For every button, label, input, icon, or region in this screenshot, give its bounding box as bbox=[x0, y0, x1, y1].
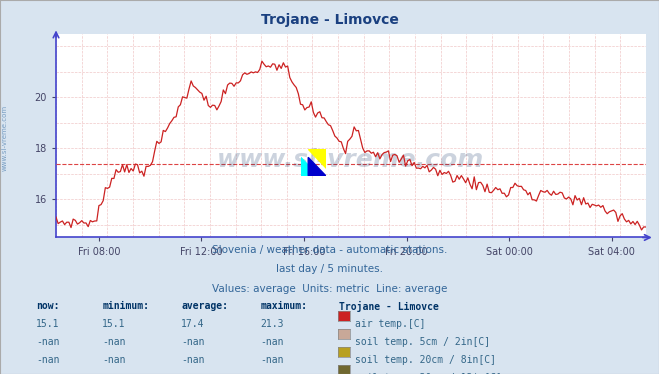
Text: 15.1: 15.1 bbox=[102, 319, 126, 329]
Text: -nan: -nan bbox=[260, 373, 284, 374]
Text: 17.4: 17.4 bbox=[181, 319, 205, 329]
Text: -nan: -nan bbox=[102, 355, 126, 365]
Text: -nan: -nan bbox=[102, 337, 126, 347]
Text: -nan: -nan bbox=[181, 337, 205, 347]
Text: Trojane - Limovce: Trojane - Limovce bbox=[260, 13, 399, 27]
Text: soil temp. 5cm / 2in[C]: soil temp. 5cm / 2in[C] bbox=[355, 337, 490, 347]
Text: Values: average  Units: metric  Line: average: Values: average Units: metric Line: aver… bbox=[212, 284, 447, 294]
Text: 15.1: 15.1 bbox=[36, 319, 60, 329]
Polygon shape bbox=[308, 157, 326, 176]
Text: maximum:: maximum: bbox=[260, 301, 307, 311]
Text: air temp.[C]: air temp.[C] bbox=[355, 319, 426, 329]
Text: -nan: -nan bbox=[181, 355, 205, 365]
Text: -nan: -nan bbox=[260, 355, 284, 365]
Text: Slovenia / weather data - automatic stations.: Slovenia / weather data - automatic stat… bbox=[212, 245, 447, 255]
Text: 21.3: 21.3 bbox=[260, 319, 284, 329]
Text: -nan: -nan bbox=[36, 355, 60, 365]
Text: now:: now: bbox=[36, 301, 60, 311]
Text: -nan: -nan bbox=[36, 373, 60, 374]
Text: -nan: -nan bbox=[36, 337, 60, 347]
Text: -nan: -nan bbox=[102, 373, 126, 374]
Text: soil temp. 30cm / 12in[C]: soil temp. 30cm / 12in[C] bbox=[355, 373, 502, 374]
Text: last day / 5 minutes.: last day / 5 minutes. bbox=[276, 264, 383, 275]
Text: -nan: -nan bbox=[260, 337, 284, 347]
Text: soil temp. 20cm / 8in[C]: soil temp. 20cm / 8in[C] bbox=[355, 355, 496, 365]
Polygon shape bbox=[301, 157, 318, 176]
Text: www.si-vreme.com: www.si-vreme.com bbox=[1, 105, 8, 171]
Text: Trojane - Limovce: Trojane - Limovce bbox=[339, 301, 440, 312]
Text: minimum:: minimum: bbox=[102, 301, 149, 311]
Text: www.si-vreme.com: www.si-vreme.com bbox=[217, 148, 484, 172]
Polygon shape bbox=[308, 150, 326, 168]
Text: -nan: -nan bbox=[181, 373, 205, 374]
Text: average:: average: bbox=[181, 301, 228, 311]
